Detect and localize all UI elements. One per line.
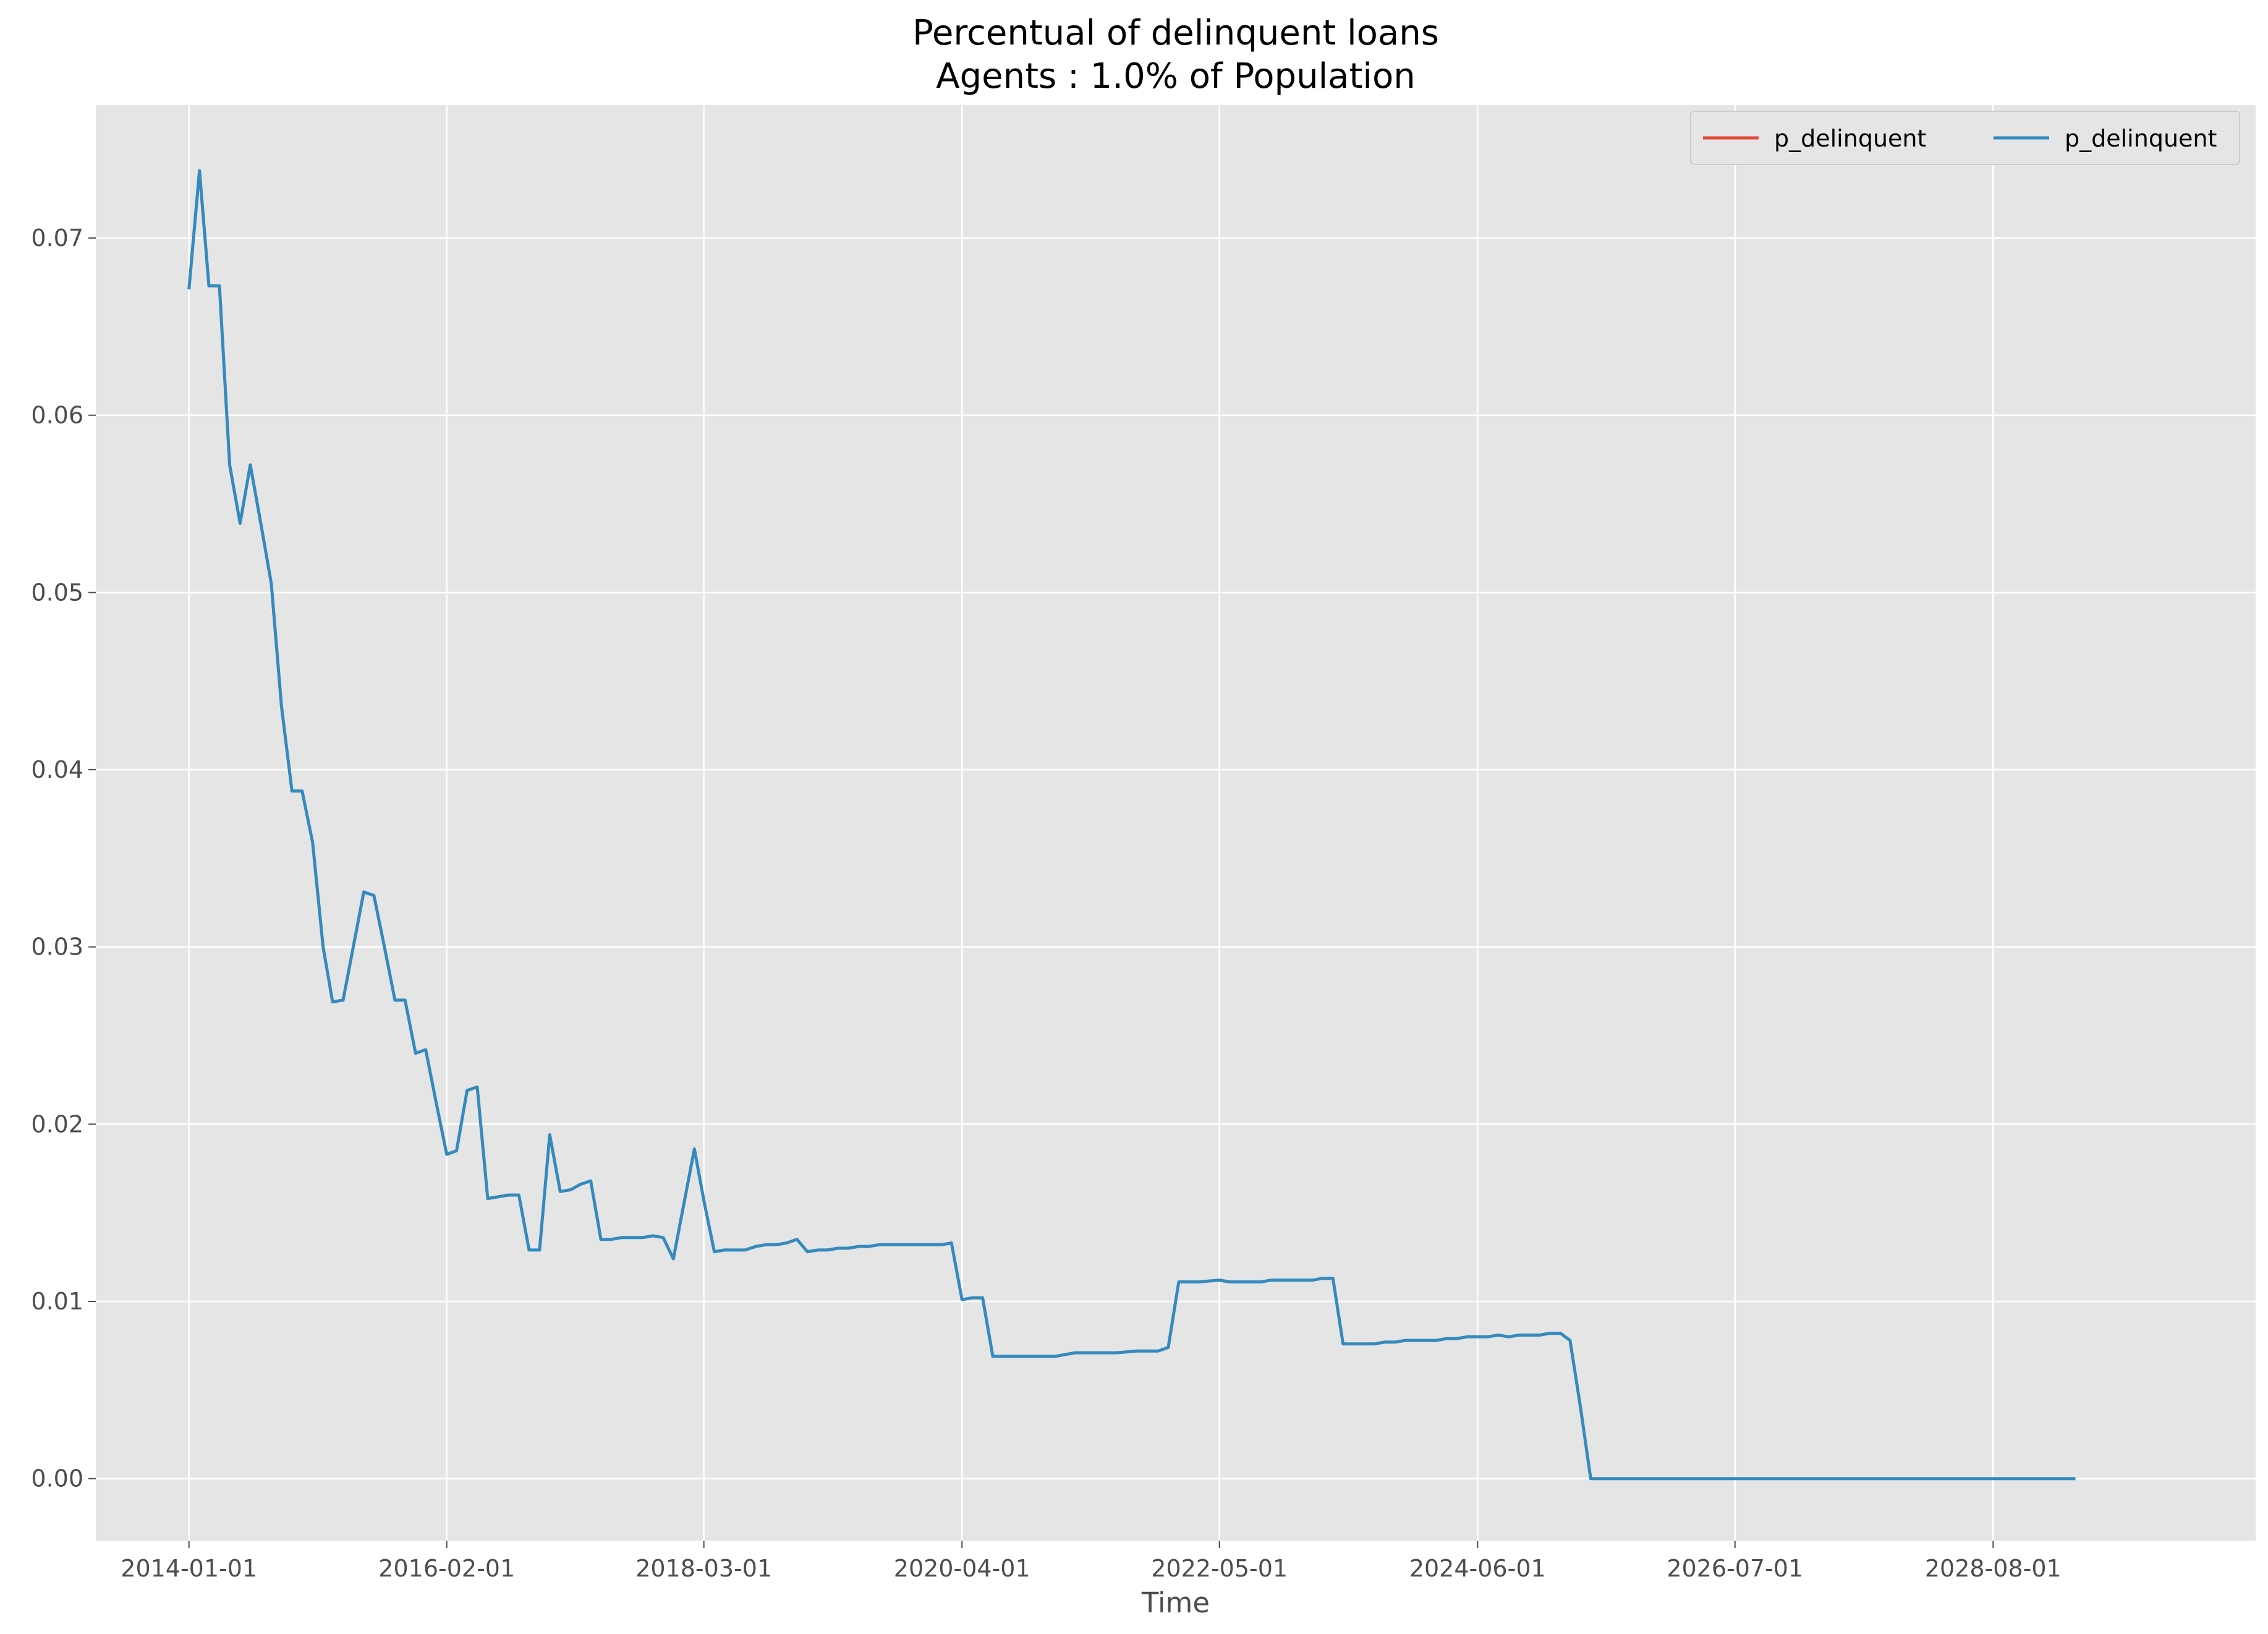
legend-box bbox=[1690, 111, 2240, 165]
x-tick-label: 2026-07-01 bbox=[1667, 1555, 1803, 1582]
x-tick-label: 2024-06-01 bbox=[1409, 1555, 1546, 1582]
x-tick-label: 2018-03-01 bbox=[635, 1555, 772, 1582]
chart-subtitle: Agents : 1.0% of Population bbox=[936, 56, 1415, 96]
y-tick-label: 0.02 bbox=[31, 1110, 83, 1138]
x-tick-label: 2016-02-01 bbox=[378, 1555, 515, 1582]
y-tick-label: 0.06 bbox=[31, 402, 83, 429]
x-tick-label: 2022-05-01 bbox=[1151, 1555, 1288, 1582]
series-line-2 bbox=[187, 169, 2076, 1481]
legend-label-series-2: p_delinquent bbox=[2065, 125, 2217, 152]
x-tick-label: 2020-04-01 bbox=[894, 1555, 1030, 1582]
chart-title: Percentual of delinquent loans bbox=[912, 13, 1439, 53]
y-tick-label: 0.00 bbox=[31, 1465, 83, 1492]
y-tick-label: 0.07 bbox=[31, 224, 83, 252]
x-tick-label: 2028-08-01 bbox=[1925, 1555, 2062, 1582]
tick-labels: 0.00 0.01 0.02 0.03 0.04 0.05 0.06 0.07 2014-01-… bbox=[31, 224, 2061, 1582]
x-axis-label: Time bbox=[1141, 1586, 1210, 1619]
y-tick-label: 0.05 bbox=[31, 579, 83, 606]
series-lines bbox=[187, 169, 2076, 1481]
legend: p_delinquent p_delinquent bbox=[1690, 111, 2240, 165]
grid bbox=[96, 105, 2256, 1541]
y-tick-label: 0.01 bbox=[31, 1288, 83, 1315]
x-tick-label: 2014-01-01 bbox=[121, 1555, 257, 1582]
y-tick-label: 0.03 bbox=[31, 934, 83, 961]
y-tick-label: 0.04 bbox=[31, 756, 83, 783]
plot-area bbox=[96, 105, 2256, 1541]
legend-label-series-1: p_delinquent bbox=[1774, 125, 1926, 152]
